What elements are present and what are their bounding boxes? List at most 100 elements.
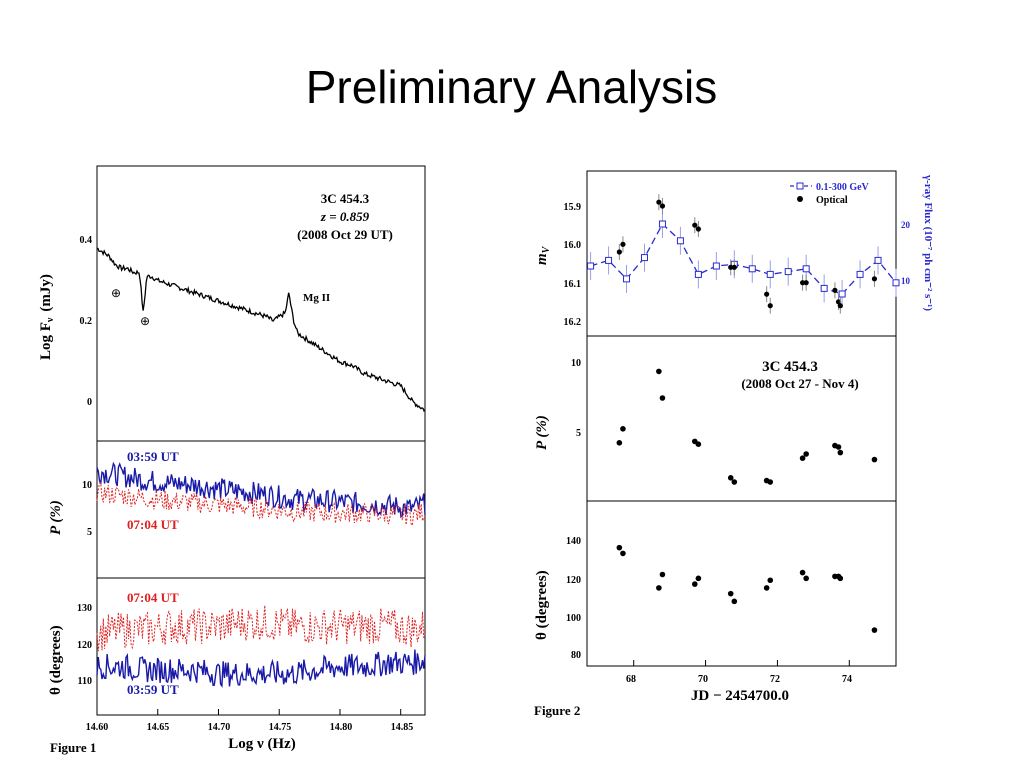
f2-date-label: (2008 Oct 27 - Nov 4) (741, 376, 858, 391)
f2-gamma-ylabel: γ-ray Flux (10⁻⁷ ph cm⁻² s⁻¹) (922, 174, 934, 311)
gamma-flux-line (590, 222, 897, 295)
angle-point (871, 627, 878, 633)
gamma-point (605, 256, 613, 264)
pol-point (659, 395, 666, 401)
gamma-point (676, 237, 684, 245)
f1-pol-red-label: 07:04 UT (127, 517, 179, 532)
f1-xtick: 14.70 (208, 722, 231, 733)
f1-date-label: (2008 Oct 29 UT) (297, 227, 393, 242)
earth-icon: ⊕ (111, 286, 121, 300)
optical-point (871, 276, 878, 282)
fig1-angle-plot (96, 605, 426, 688)
f2-mag-ylabel-main: m (534, 253, 550, 265)
f1-pol-ytick: 5 (87, 527, 92, 538)
pol-point (731, 479, 738, 485)
angle-point (799, 569, 806, 576)
fig2-angle-plot (616, 544, 878, 666)
pol-point (835, 444, 842, 450)
f1-ang-blue-label: 03:59 UT (127, 682, 179, 697)
figure2-caption: Figure 2 (534, 703, 580, 718)
pol-point (620, 426, 626, 432)
gamma-point (802, 265, 810, 273)
angle-point (659, 571, 666, 578)
f1-flux-ylabel-sub: ν (45, 317, 56, 323)
pol-point (803, 451, 809, 457)
f2-mag-ytick: 16.0 (564, 240, 582, 251)
f2-mag-ytick: 16.2 (564, 317, 582, 328)
optical-point (837, 303, 843, 309)
angle-point (803, 575, 809, 582)
angle-point (731, 598, 738, 605)
f1-mgii-label: Mg II (303, 292, 330, 304)
fig2-mag-plot (587, 194, 900, 314)
f2-ang-ytick: 140 (566, 536, 581, 547)
f2-mag-ylabel: mV (534, 245, 552, 265)
gamma-point (766, 270, 774, 278)
legend-gamma-marker (796, 182, 804, 190)
fig2-mag-frame (586, 170, 897, 337)
pol-point (767, 479, 774, 485)
optical-point (731, 264, 737, 270)
optical-point (692, 222, 698, 228)
f2-ang-ytick: 80 (571, 650, 581, 661)
f1-xtick: 14.80 (330, 722, 353, 733)
gamma-point (694, 270, 702, 278)
angle-point (727, 590, 734, 597)
f1-ang-ytick: 130 (77, 603, 92, 614)
f1-ang-ylabel: θ (degrees) (48, 625, 64, 695)
fig2-pol-plot (616, 368, 878, 485)
f2-xtick: 70 (698, 674, 708, 685)
optical-point (803, 280, 809, 286)
legend-optical-marker (797, 196, 803, 202)
gamma-point (784, 268, 792, 276)
fig1-flux-frame (96, 165, 426, 442)
f1-redshift-label: z = 0.859 (320, 209, 370, 224)
f2-mag-ytick: 15.9 (564, 202, 582, 213)
legend-optical-label: Optical (816, 195, 848, 206)
f1-xtick: 14.85 (391, 722, 414, 733)
gamma-point (874, 256, 882, 264)
pol-point (837, 449, 844, 456)
figure1-caption: Figure 1 (50, 740, 96, 755)
fig1-pol-plot (96, 461, 426, 527)
optical-point (832, 287, 838, 293)
fig2-angle-frame (586, 500, 897, 667)
f2-ang-ytick: 100 (566, 613, 581, 624)
f2-mag-ylabel-sub: V (541, 245, 552, 253)
f1-pol-blue-label: 03:59 UT (127, 449, 179, 464)
f2-source-label: 3C 454.3 (762, 359, 818, 375)
f2-legend: 0.1-300 GeV Optical (790, 182, 870, 206)
angle-point (691, 581, 698, 587)
f1-flux-ylabel-unit: (mJy) (38, 274, 54, 312)
f1-xtick: 14.75 (269, 722, 292, 733)
gamma-point (820, 284, 828, 292)
f2-pol-ylabel: P (%) (534, 415, 550, 450)
angle-point (616, 544, 623, 551)
gamma-point (712, 262, 720, 270)
f1-flux-ytick: 0.2 (80, 316, 93, 327)
gamma-point (623, 275, 631, 283)
pol-0704-line (96, 482, 426, 527)
angle-point (767, 577, 774, 584)
f2-xtick: 68 (626, 674, 636, 685)
optical-point (656, 199, 662, 205)
f2-gamma-ytick: 10 (901, 276, 911, 286)
f1-xtick: 14.60 (86, 722, 109, 733)
f2-gamma-ytick: 20 (901, 220, 911, 230)
gamma-point (587, 262, 595, 270)
f1-pol-ytick: 10 (82, 480, 92, 491)
slide-title: Preliminary Analysis (305, 61, 718, 113)
pol-point (871, 456, 878, 463)
f2-xtick: 72 (770, 674, 780, 685)
f2-xlabel: JD − 2454700.0 (691, 688, 789, 704)
angle-point (837, 575, 844, 582)
angle-point (763, 585, 770, 591)
gamma-point (856, 270, 864, 278)
angle-point (656, 585, 662, 591)
f2-ang-ylabel: θ (degrees) (534, 570, 550, 640)
figure1: 0.4 0.2 0 Log Fν (mJy) 3C 454.3 z = 0.859… (38, 165, 426, 755)
optical-point (659, 203, 666, 209)
pol-point (616, 440, 623, 446)
f1-pol-ylabel: P (%) (48, 500, 64, 535)
